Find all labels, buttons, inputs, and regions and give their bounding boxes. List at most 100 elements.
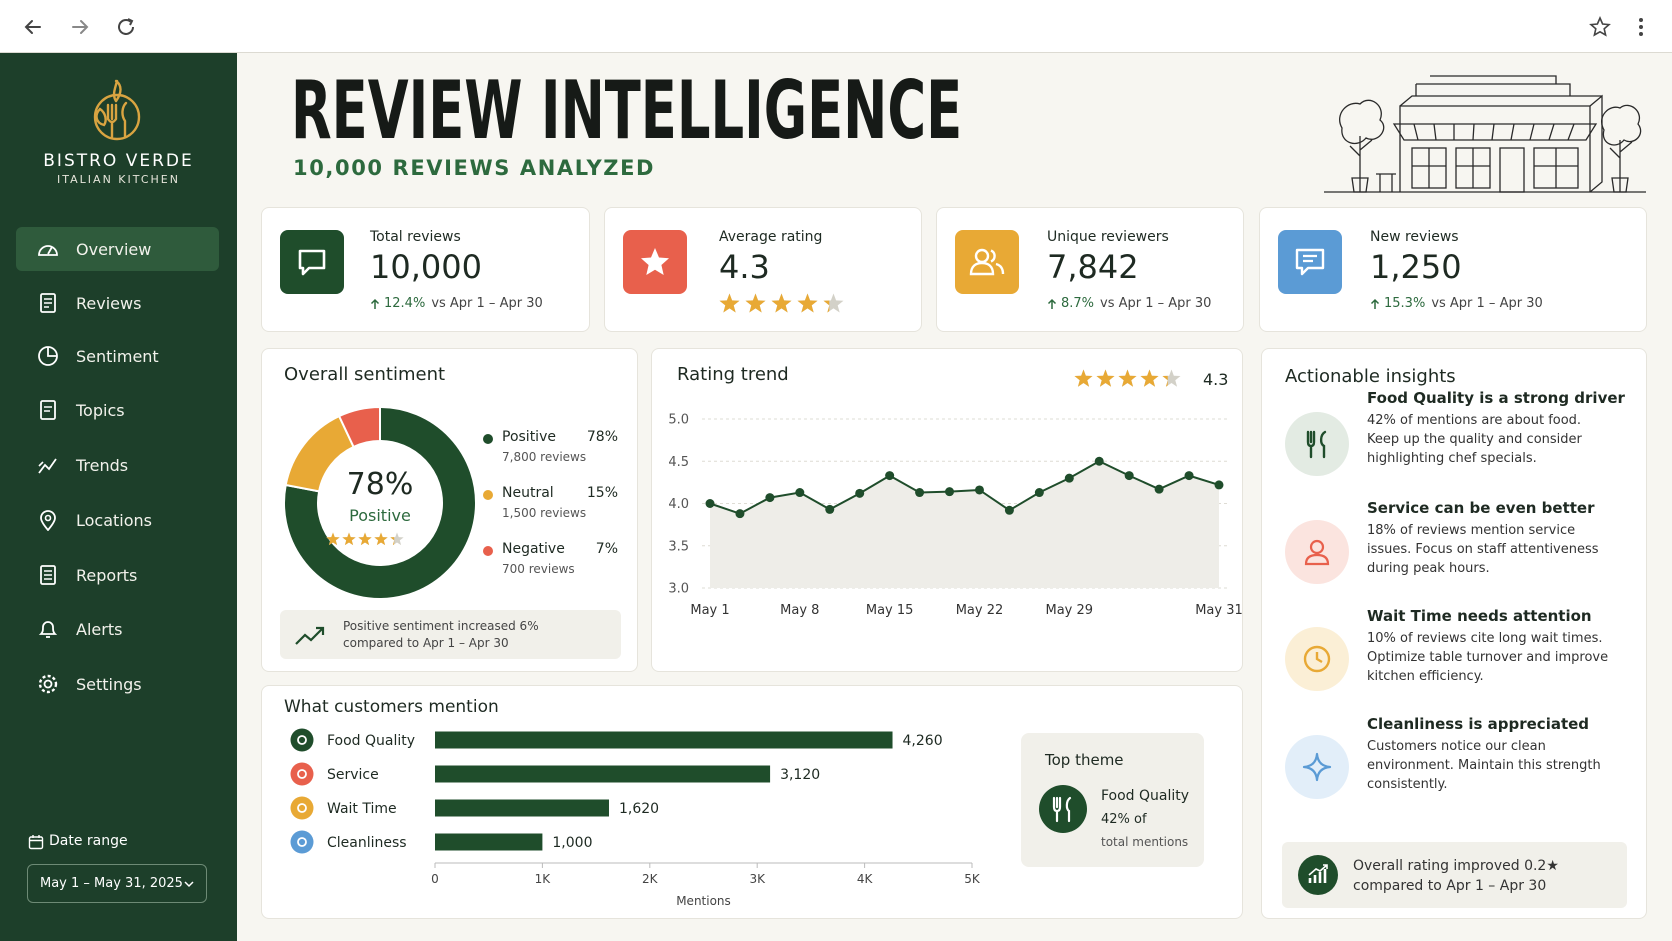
- footer-icon: [1298, 855, 1338, 895]
- star: [719, 293, 740, 313]
- kpi-icon: [955, 230, 1019, 294]
- star: [358, 532, 372, 546]
- y-tick-label: 5.0: [668, 413, 689, 428]
- value-label: 1,620: [619, 801, 659, 817]
- nav-item[interactable]: Reports: [16, 553, 219, 597]
- legend-swatch: [483, 434, 493, 444]
- kpi-label: New reviews: [1370, 229, 1459, 245]
- nav-item[interactable]: Topics: [16, 388, 219, 432]
- back-button[interactable]: [22, 16, 44, 38]
- bar: [435, 731, 893, 749]
- card-title: Overall sentiment: [284, 364, 446, 385]
- category-icon: [290, 762, 314, 786]
- nav-label: Alerts: [76, 619, 123, 639]
- top-theme-title: Top theme: [1045, 751, 1124, 769]
- point: [1004, 505, 1014, 515]
- nav-icon: [40, 293, 56, 313]
- x-tick-label: 2K: [642, 872, 659, 886]
- kpi-value: 10,000: [370, 248, 482, 286]
- legend-detail: 7,800 reviews: [502, 450, 587, 464]
- bar: [435, 799, 609, 817]
- point: [825, 504, 835, 514]
- nav-item[interactable]: Alerts: [16, 607, 219, 651]
- star: [326, 532, 340, 546]
- kpi-change-value: 8.7%: [1061, 296, 1095, 311]
- top-theme-icon: [1039, 785, 1087, 833]
- donut-segment: [283, 405, 477, 600]
- line-chart: 3.0 3.5 4.0 4.5 5.0 May 1 May 8 May 15 May 22 May…: [668, 413, 1242, 619]
- point: [945, 487, 955, 497]
- insight-icon: [1285, 412, 1349, 476]
- nav-item[interactable]: Locations: [16, 498, 219, 542]
- nav-item[interactable]: Trends: [16, 443, 219, 487]
- category-icon: [290, 728, 314, 752]
- nav-label: Overview: [76, 239, 152, 259]
- nav-icon: [38, 458, 57, 474]
- y-tick-label: 3.0: [668, 582, 689, 597]
- legend-value: 7%: [595, 541, 618, 557]
- kpi-icon: [623, 230, 687, 294]
- x-tick-label: 4K: [857, 872, 874, 886]
- y-tick-label: 3.5: [668, 539, 689, 554]
- category-label: Wait Time: [327, 801, 397, 817]
- kpi-card: Average rating 4.3: [604, 207, 922, 332]
- nav-item[interactable]: Overview: [16, 227, 219, 271]
- browser-toolbar: [0, 0, 1672, 53]
- card-title: What customers mention: [284, 697, 499, 717]
- bar: [435, 833, 543, 851]
- legend-label: Negative: [502, 541, 565, 557]
- kpi-card: New reviews 1,250 15.3% vs Apr 1 – Apr 30: [1259, 207, 1647, 332]
- star-empty: [823, 293, 844, 313]
- kpi-comparison: vs Apr 1 – Apr 30: [1431, 296, 1543, 311]
- kpi-change-value: 12.4%: [384, 296, 426, 311]
- category-icon-glyph: [297, 735, 307, 745]
- bookmark-button[interactable]: [1589, 16, 1611, 38]
- insight-text: 18% of reviews mention service issues. F…: [1367, 523, 1599, 576]
- star: [1096, 369, 1115, 387]
- date-range-value: May 1 – May 31, 2025: [40, 876, 183, 891]
- point: [915, 488, 925, 498]
- nav-icon: [40, 565, 56, 585]
- x-tick-label: 5K: [964, 872, 981, 886]
- insight-title: Food Quality is a strong driver: [1367, 389, 1625, 407]
- nav-item[interactable]: Sentiment: [16, 334, 219, 378]
- point: [1034, 488, 1044, 498]
- x-tick-label: May 8: [780, 603, 819, 618]
- kpi-icon: [1278, 230, 1342, 294]
- menu-button[interactable]: [1636, 16, 1646, 38]
- insight-text: Customers notice our clean environment. …: [1367, 739, 1601, 792]
- star: [1162, 375, 1168, 387]
- nav-label: Locations: [76, 510, 153, 530]
- forward-button[interactable]: [69, 16, 91, 38]
- x-tick-label: 0: [431, 872, 439, 886]
- date-range-select[interactable]: May 1 – May 31, 2025: [27, 864, 207, 903]
- rating-stars: [1074, 369, 1181, 392]
- nav-label: Reports: [76, 565, 138, 585]
- insight-title: Service can be even better: [1367, 499, 1595, 517]
- kpi-value: 1,250: [1370, 248, 1462, 286]
- nav-item[interactable]: Reviews: [16, 281, 219, 325]
- nav-item[interactable]: Settings: [16, 662, 219, 706]
- nav-icon: [40, 400, 56, 420]
- star: [1118, 369, 1137, 387]
- legend-label: Positive: [502, 429, 556, 445]
- value-label: 4,260: [903, 733, 943, 749]
- card-title: Actionable insights: [1285, 366, 1456, 387]
- rating-value: 4.3: [1203, 370, 1229, 389]
- card-title: Rating trend: [677, 364, 789, 385]
- insights-footer: Overall rating improved 0.2★ compared to …: [1282, 842, 1627, 908]
- star: [1074, 369, 1093, 387]
- nav-label: Topics: [76, 400, 125, 420]
- point: [705, 499, 715, 508]
- top-theme-detail: total mentions: [1101, 835, 1189, 849]
- bar: [435, 765, 771, 783]
- point: [795, 488, 805, 498]
- reload-button[interactable]: [115, 16, 137, 38]
- insight-icon: [1285, 627, 1349, 691]
- line: [709, 460, 1220, 515]
- point: [1184, 471, 1194, 481]
- star-empty: [1162, 369, 1181, 387]
- point: [1214, 480, 1224, 490]
- nav-icon: [38, 621, 58, 638]
- point: [974, 485, 984, 495]
